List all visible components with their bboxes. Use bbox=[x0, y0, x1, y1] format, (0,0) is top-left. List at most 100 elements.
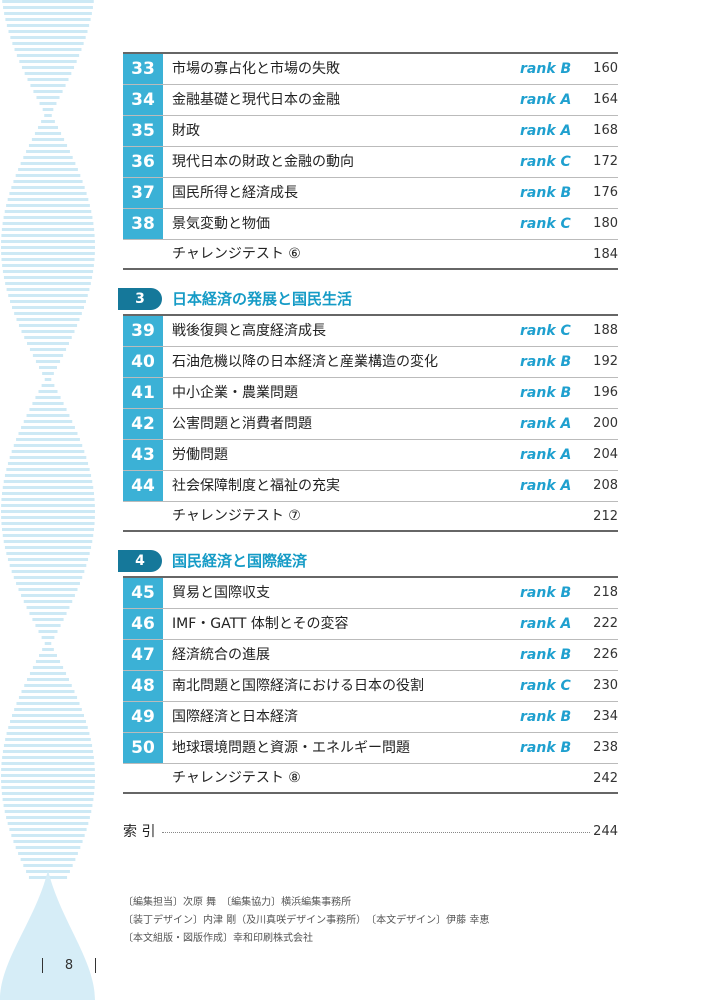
stripe bbox=[18, 852, 78, 855]
stripe bbox=[32, 666, 64, 669]
stripe bbox=[1, 252, 95, 255]
item-page: 226 bbox=[593, 647, 618, 662]
item-title: IMF・GATT 体制とその変容 bbox=[172, 616, 349, 632]
stripe bbox=[5, 282, 91, 285]
item-rank: rank B bbox=[520, 709, 572, 725]
stripe bbox=[2, 750, 94, 753]
rule bbox=[123, 52, 618, 54]
stripe bbox=[41, 384, 55, 387]
item-rank: rank C bbox=[520, 678, 571, 694]
rule bbox=[123, 701, 618, 702]
stripe bbox=[9, 828, 87, 831]
stripe bbox=[3, 540, 93, 543]
stripe bbox=[8, 30, 88, 33]
stripe bbox=[7, 558, 89, 561]
item-title: 財政 bbox=[172, 123, 200, 139]
stripe bbox=[41, 636, 55, 639]
stripe bbox=[1, 258, 95, 261]
stripe bbox=[26, 606, 70, 609]
challenge-page: 212 bbox=[593, 509, 618, 524]
stripe bbox=[42, 648, 54, 651]
rule bbox=[123, 146, 618, 147]
rule bbox=[123, 408, 618, 409]
item-page: 164 bbox=[593, 92, 618, 107]
stripe bbox=[3, 480, 93, 483]
item-page: 192 bbox=[593, 354, 618, 369]
stripe bbox=[10, 300, 86, 303]
item-page: 218 bbox=[593, 585, 618, 600]
stripe bbox=[18, 432, 78, 435]
item-page: 180 bbox=[593, 216, 618, 231]
item-title: 金融基礎と現代日本の金融 bbox=[172, 92, 340, 108]
stripe bbox=[3, 276, 93, 279]
stripe bbox=[35, 660, 61, 663]
item-page: 176 bbox=[593, 185, 618, 200]
stripe bbox=[7, 822, 89, 825]
stripe bbox=[2, 222, 94, 225]
section-number: 3 bbox=[118, 288, 162, 310]
item-rank: rank B bbox=[520, 185, 572, 201]
stripe bbox=[13, 444, 83, 447]
credit-line: 〔装丁デザイン〕内津 剛（及川真咲デザイン事務所） 〔本文デザイン〕伊藤 幸恵 bbox=[123, 915, 490, 926]
stripe bbox=[23, 600, 73, 603]
stripe bbox=[11, 450, 85, 453]
rule bbox=[123, 84, 618, 85]
stripe bbox=[4, 210, 92, 213]
stripe bbox=[1, 774, 95, 777]
item-number: 41 bbox=[123, 378, 163, 408]
stripe bbox=[29, 348, 67, 351]
stripe bbox=[42, 108, 54, 111]
stripe bbox=[7, 462, 89, 465]
leader bbox=[162, 832, 590, 833]
stripe bbox=[16, 318, 80, 321]
stripe bbox=[10, 720, 86, 723]
stripe bbox=[26, 150, 70, 153]
stripe bbox=[2, 798, 94, 801]
stripe bbox=[34, 132, 62, 135]
stripe bbox=[32, 402, 64, 405]
stripe bbox=[2, 264, 94, 267]
stripe bbox=[3, 744, 93, 747]
item-title: 戦後復興と高度経済成長 bbox=[172, 323, 326, 339]
stripe bbox=[6, 816, 90, 819]
stripe bbox=[11, 186, 85, 189]
item-title: 現代日本の財政と金融の動向 bbox=[172, 154, 354, 170]
stripe bbox=[28, 144, 68, 147]
stripe bbox=[20, 858, 76, 861]
stripe bbox=[35, 624, 61, 627]
item-rank: rank B bbox=[520, 354, 572, 370]
stripe bbox=[32, 354, 64, 357]
stripe bbox=[19, 60, 77, 63]
stripe bbox=[2, 756, 94, 759]
item-rank: rank B bbox=[520, 585, 572, 601]
stripe bbox=[21, 426, 75, 429]
stripe bbox=[4, 474, 92, 477]
stripe bbox=[1, 234, 95, 237]
rule bbox=[123, 239, 618, 240]
stripe bbox=[11, 834, 85, 837]
item-title: 景気変動と物価 bbox=[172, 216, 270, 232]
stripe bbox=[35, 360, 61, 363]
stripe bbox=[6, 732, 90, 735]
challenge-title: チャレンジテスト ⑦ bbox=[172, 508, 301, 524]
item-title: 経済統合の進展 bbox=[172, 647, 270, 663]
item-rank: rank C bbox=[520, 216, 571, 232]
stripe bbox=[33, 90, 63, 93]
stripe bbox=[9, 564, 87, 567]
item-page: 168 bbox=[593, 123, 618, 138]
item-rank: rank A bbox=[520, 92, 572, 108]
item-rank: rank C bbox=[520, 154, 571, 170]
stripe bbox=[38, 390, 58, 393]
stripe bbox=[12, 306, 84, 309]
cone bbox=[0, 870, 95, 1000]
item-rank: rank B bbox=[520, 385, 572, 401]
item-number: 35 bbox=[123, 116, 163, 146]
stripe bbox=[9, 192, 87, 195]
stripe bbox=[44, 114, 52, 117]
stripe bbox=[36, 96, 60, 99]
item-number: 38 bbox=[123, 209, 163, 239]
item-number: 43 bbox=[123, 440, 163, 470]
challenge-title: チャレンジテスト ⑥ bbox=[172, 246, 301, 262]
stripe bbox=[6, 288, 90, 291]
stripe bbox=[18, 588, 78, 591]
